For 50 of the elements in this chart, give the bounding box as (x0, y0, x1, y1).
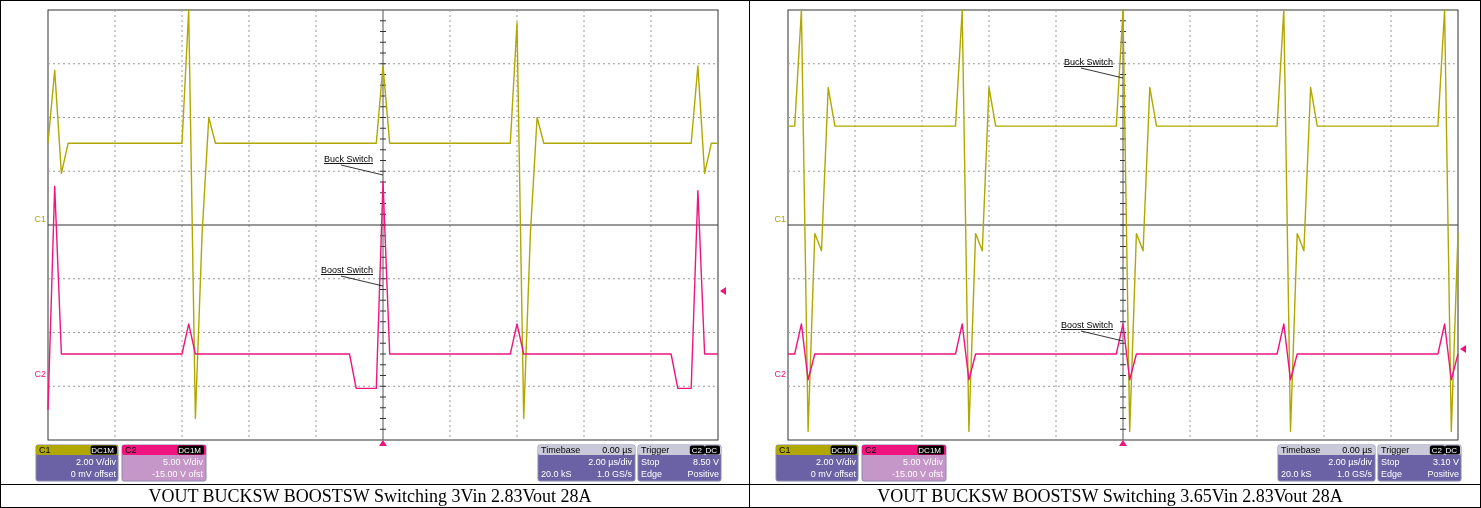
text: C1 (34, 214, 46, 224)
text: 2.00 V/div (75, 457, 117, 467)
text: DC1M (91, 446, 115, 455)
text: -15.00 V ofst (891, 469, 944, 479)
text: Positive (687, 469, 719, 479)
text: C2 (865, 445, 877, 455)
text: Stop (1381, 457, 1400, 467)
text: 1.0 GS/s (1336, 469, 1373, 479)
text: Trigger (1381, 445, 1410, 455)
text: Timebase (541, 445, 581, 455)
annotation: Boost Switch (320, 265, 373, 275)
text: 0 mV offset (810, 469, 857, 479)
text: 5.00 V/div (162, 457, 204, 467)
text: C2 (125, 445, 137, 455)
text: C1 (39, 445, 51, 455)
text: 0.00 µs (602, 445, 633, 455)
text: 20.0 kS (1281, 469, 1312, 479)
text: -15.00 V ofst (151, 469, 204, 479)
text: C2 (1431, 446, 1443, 455)
annotation: Boost Switch (1060, 320, 1113, 330)
text: DC1M (178, 446, 202, 455)
annotation: Buck Switch (323, 154, 373, 164)
text: DC1M (918, 446, 942, 455)
text: Edge (1381, 469, 1403, 479)
text: 2.00 µs/div (1328, 457, 1373, 467)
text: DC1M (831, 446, 855, 455)
text: VOUT BUCKSW BOOSTSW Switching 3.65Vin 2.83Vout 28A (877, 486, 1343, 506)
text: 8.50 V (692, 457, 719, 467)
text: Edge (641, 469, 663, 479)
text: 2.00 µs/div (588, 457, 633, 467)
series-label: C2 (774, 368, 786, 379)
text: DC (705, 446, 718, 455)
text: 3.10 V (1432, 457, 1459, 467)
text: C2 (691, 446, 703, 455)
text: 0 mV offset (70, 469, 117, 479)
text: Positive (1427, 469, 1459, 479)
text: VOUT BUCKSW BOOSTSW Switching 3Vin 2.83Vout 28A (148, 486, 592, 506)
text: 0.00 µs (1342, 445, 1373, 455)
text: DC (1445, 446, 1458, 455)
text: 1.0 GS/s (596, 469, 633, 479)
text: 5.00 V/div (902, 457, 944, 467)
text: C1 (779, 445, 791, 455)
text: Stop (641, 457, 660, 467)
text: Timebase (1281, 445, 1321, 455)
text: Trigger (641, 445, 670, 455)
text: C1 (774, 214, 786, 224)
text: 2.00 V/div (815, 457, 857, 467)
series-label: C2 (34, 368, 46, 379)
text: 20.0 kS (541, 469, 572, 479)
annotation: Buck Switch (1063, 57, 1113, 67)
